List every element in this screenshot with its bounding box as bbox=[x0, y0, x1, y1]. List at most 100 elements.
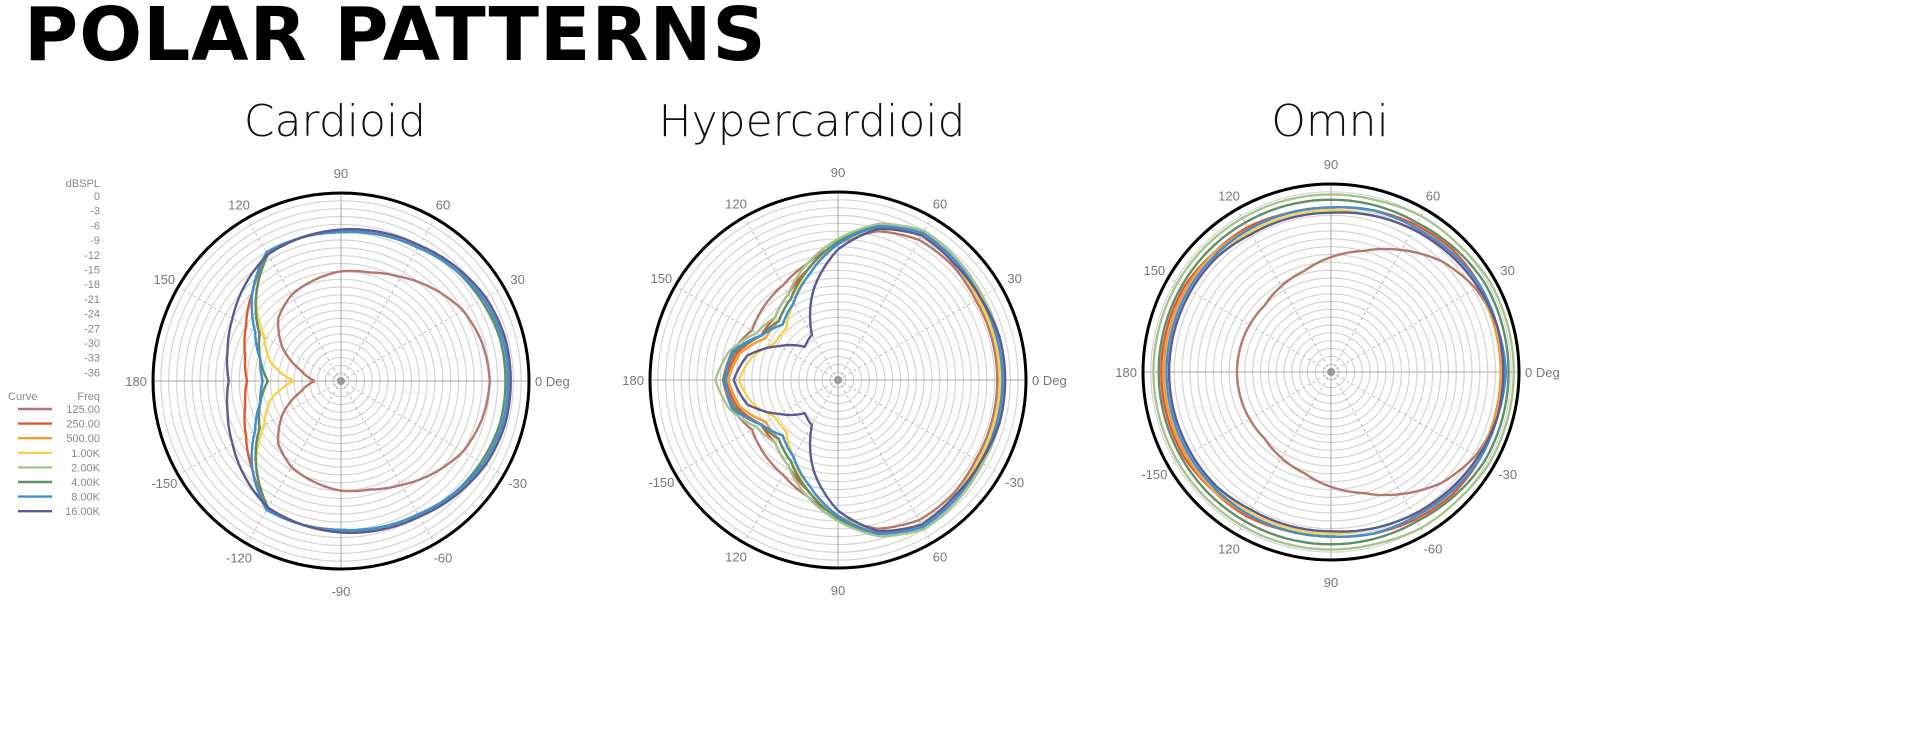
outer-ring bbox=[151, 191, 531, 571]
angle-label: 0 Deg bbox=[1525, 365, 1560, 380]
grid-spoke bbox=[1236, 371, 1332, 536]
scale-tick: 0 bbox=[94, 191, 100, 203]
chart-title: Omni bbox=[1271, 96, 1389, 147]
legend-freq: 4.00K bbox=[71, 477, 100, 489]
legend-curve-header: Curve bbox=[8, 391, 37, 403]
legend-freq: 250.00 bbox=[66, 419, 100, 431]
series-line-125.00 bbox=[721, 229, 999, 530]
angle-label: 30 bbox=[1500, 263, 1514, 278]
chart-title: Hypercardioid bbox=[659, 96, 966, 147]
angle-label: 150 bbox=[153, 272, 175, 287]
angle-label: -150 bbox=[1141, 467, 1167, 482]
angle-label: 60 bbox=[436, 197, 450, 212]
angle-label: -150 bbox=[648, 475, 674, 490]
scale-tick: -6 bbox=[90, 220, 100, 232]
scale-tick: -18 bbox=[84, 279, 100, 291]
legend-freq: 16.00K bbox=[65, 506, 101, 518]
grid-spoke bbox=[340, 286, 505, 382]
grid-spoke bbox=[743, 216, 839, 381]
series-line-4.00K bbox=[1157, 198, 1510, 546]
angle-label: -60 bbox=[1424, 542, 1443, 557]
grid-spoke bbox=[1330, 208, 1426, 373]
polar-chart-hypercardioid: Hypercardioid 90 120 60 150 30 180 0 Deg -150 -30… bbox=[622, 96, 1066, 598]
angle-label: 180 bbox=[125, 374, 147, 389]
legend-freq: 125.00 bbox=[66, 404, 100, 416]
center-dot bbox=[834, 376, 842, 384]
angle-label: 30 bbox=[1007, 271, 1021, 286]
angle-label: 120 bbox=[725, 550, 747, 565]
angle-label: 120 bbox=[228, 197, 250, 212]
angle-label: 90 bbox=[831, 165, 845, 180]
angle-label: 90 bbox=[831, 583, 845, 598]
scale-tick: -12 bbox=[84, 250, 100, 262]
scale-tick: -21 bbox=[84, 294, 100, 306]
scale-tick: -30 bbox=[84, 338, 100, 350]
angle-label: 150 bbox=[650, 271, 672, 286]
angle-label: 60 bbox=[933, 196, 947, 211]
series-line-8.00K bbox=[724, 224, 1004, 536]
grid-spoke bbox=[246, 217, 342, 382]
center-dot bbox=[337, 377, 345, 385]
scale-title: dBSPL bbox=[66, 178, 100, 190]
legend-freq: 500.00 bbox=[66, 433, 100, 445]
angle-label: 0 Deg bbox=[535, 374, 570, 389]
angle-label: -30 bbox=[1005, 475, 1024, 490]
grid-spoke bbox=[837, 379, 933, 544]
grid-spoke bbox=[1167, 277, 1332, 373]
grid-spoke bbox=[340, 380, 505, 476]
angle-label: 120 bbox=[1218, 188, 1240, 203]
angle-label: -60 bbox=[434, 551, 453, 566]
polar-chart-omni: Omni 90 120 60 150 30 180 0 Deg -150 -30 120 90 -60 bbox=[1115, 96, 1559, 590]
series-line-125.00 bbox=[276, 269, 491, 493]
angle-label: 90 bbox=[334, 166, 348, 181]
series-line-2.00K bbox=[1152, 193, 1516, 551]
series-line-8.00K bbox=[1165, 205, 1508, 538]
scale-tick: -36 bbox=[84, 367, 100, 379]
angle-label: 120 bbox=[1218, 542, 1240, 557]
legend-freq: 8.00K bbox=[71, 492, 100, 504]
angle-label: 30 bbox=[510, 272, 524, 287]
grid-spoke bbox=[674, 379, 839, 475]
scale-tick: -9 bbox=[90, 235, 100, 247]
angle-label: 150 bbox=[1143, 263, 1165, 278]
legend-freq-header: Freq bbox=[77, 391, 100, 403]
grid-spoke bbox=[177, 380, 342, 476]
angle-label: -90 bbox=[332, 584, 351, 599]
grid-spoke bbox=[1236, 208, 1332, 373]
grid-spoke bbox=[743, 379, 839, 544]
scale-tick: -27 bbox=[84, 323, 100, 335]
grid-spoke bbox=[1330, 371, 1495, 467]
angle-label: 180 bbox=[1115, 365, 1137, 380]
outer-ring bbox=[1141, 182, 1521, 562]
series-line-16.00K bbox=[225, 227, 512, 534]
angle-label: -30 bbox=[1498, 467, 1517, 482]
legend-freq: 1.00K bbox=[71, 448, 100, 460]
angle-label: 60 bbox=[1426, 188, 1440, 203]
scale-tick: -24 bbox=[84, 309, 100, 321]
legend-freq: 2.00K bbox=[71, 462, 100, 474]
angle-label: -150 bbox=[151, 476, 177, 491]
angle-label: -30 bbox=[508, 476, 527, 491]
angle-label: 0 Deg bbox=[1032, 373, 1067, 388]
chart-title: Cardioid bbox=[244, 96, 426, 147]
grid-spoke bbox=[837, 216, 933, 381]
center-dot bbox=[1327, 368, 1335, 376]
scale-tick: -33 bbox=[84, 353, 100, 365]
angle-label: 120 bbox=[725, 196, 747, 211]
angle-label: 90 bbox=[1324, 157, 1338, 172]
page-title: POLAR PATTERNS bbox=[24, 0, 767, 78]
grid-spoke bbox=[1167, 371, 1332, 467]
grid-spoke bbox=[246, 380, 342, 545]
grid-spoke bbox=[837, 285, 1002, 381]
series-line-16.00K bbox=[732, 227, 1007, 533]
angle-label: 180 bbox=[622, 373, 644, 388]
grid-spoke bbox=[837, 379, 1002, 475]
polar-chart-cardioid: Cardioid 90 120 60 150 30 180 0 Deg -150 -30 -120 -… bbox=[125, 96, 569, 599]
angle-label: 60 bbox=[933, 550, 947, 565]
scale-tick: -3 bbox=[90, 206, 100, 218]
grid-spoke bbox=[1330, 371, 1426, 536]
series-line-16.00K bbox=[1167, 211, 1505, 533]
outer-ring bbox=[648, 190, 1028, 570]
